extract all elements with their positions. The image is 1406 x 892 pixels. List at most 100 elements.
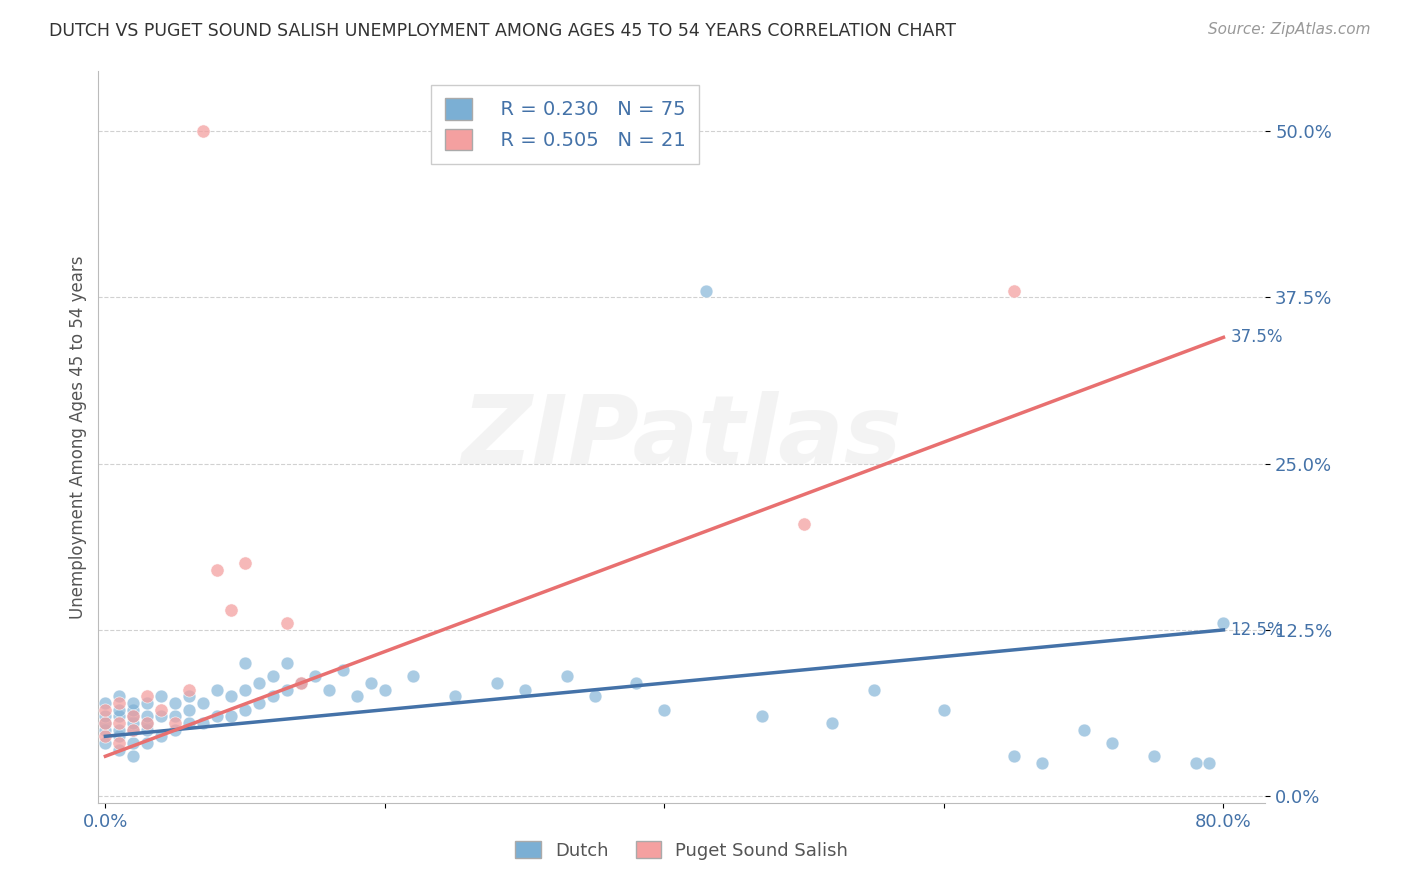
Point [332,663,354,677]
Point [108,703,131,717]
Point [205,709,228,723]
Point [402,669,425,683]
Point [122,709,145,723]
Point [276,616,298,631]
Point [94,723,117,737]
Point [290,676,312,690]
Legend:   R = 0.230   N = 75,   R = 0.505   N = 21: R = 0.230 N = 75, R = 0.505 N = 21 [432,85,699,164]
Point [233,703,256,717]
Point [346,690,368,704]
Point [205,563,228,577]
Point [136,716,159,731]
Point [304,669,326,683]
Point [193,124,215,138]
Point [247,676,270,690]
Point [1002,749,1025,764]
Point [1142,749,1164,764]
Point [94,729,117,743]
Text: DUTCH VS PUGET SOUND SALISH UNEMPLOYMENT AMONG AGES 45 TO 54 YEARS CORRELATION C: DUTCH VS PUGET SOUND SALISH UNEMPLOYMENT… [49,22,956,40]
Point [122,716,145,731]
Point [555,669,578,683]
Point [136,723,159,737]
Point [219,709,242,723]
Point [193,716,215,731]
Point [233,656,256,670]
Point [108,716,131,731]
Point [94,716,117,731]
Point [219,603,242,617]
Point [108,736,131,750]
Point [150,729,173,743]
Point [821,716,844,731]
Point [1184,756,1206,770]
Point [513,682,536,697]
Point [276,656,298,670]
Point [751,709,773,723]
Text: Source: ZipAtlas.com: Source: ZipAtlas.com [1208,22,1371,37]
Point [193,696,215,710]
Point [626,676,648,690]
Point [165,723,187,737]
Point [136,709,159,723]
Point [443,690,465,704]
Point [1101,736,1123,750]
Point [1198,756,1220,770]
Point [205,682,228,697]
Point [179,716,201,731]
Point [233,557,256,571]
Point [94,709,117,723]
Point [290,676,312,690]
Point [1212,616,1234,631]
Point [122,709,145,723]
Y-axis label: Unemployment Among Ages 45 to 54 years: Unemployment Among Ages 45 to 54 years [69,255,87,619]
Point [654,703,676,717]
Point [108,729,131,743]
Point [122,723,145,737]
Text: 37.5%: 37.5% [1230,328,1282,346]
Text: 12.5%: 12.5% [1230,621,1284,639]
Point [276,682,298,697]
Point [122,736,145,750]
Point [233,682,256,697]
Point [94,716,117,731]
Point [179,703,201,717]
Point [136,736,159,750]
Point [136,690,159,704]
Point [150,709,173,723]
Point [219,690,242,704]
Point [1002,284,1025,298]
Point [108,723,131,737]
Point [262,669,284,683]
Point [122,723,145,737]
Point [374,682,396,697]
Point [485,676,508,690]
Point [165,709,187,723]
Point [793,516,815,531]
Point [247,696,270,710]
Point [122,696,145,710]
Point [262,690,284,704]
Point [863,682,886,697]
Point [108,696,131,710]
Point [1031,756,1053,770]
Point [1073,723,1095,737]
Point [94,703,117,717]
Point [695,284,717,298]
Point [108,709,131,723]
Point [94,696,117,710]
Point [136,716,159,731]
Point [179,690,201,704]
Point [165,696,187,710]
Text: ZIPatlas: ZIPatlas [461,391,903,483]
Point [94,736,117,750]
Point [360,676,382,690]
Point [583,690,606,704]
Point [136,696,159,710]
Point [318,682,340,697]
Point [108,690,131,704]
Point [150,703,173,717]
Point [150,690,173,704]
Point [122,749,145,764]
Point [122,703,145,717]
Point [108,742,131,756]
